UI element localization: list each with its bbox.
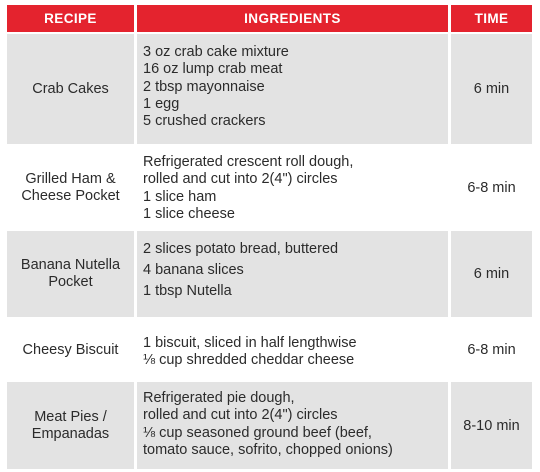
ingredient-line: 5 crushed crackers: [143, 113, 266, 130]
ingredient-line: rolled and cut into 2(4") circles: [143, 407, 338, 424]
ingredient-line: 2 slices potato bread, buttered: [143, 241, 339, 257]
recipe-name: Meat Pies / Empanadas: [7, 382, 134, 469]
recipe-name-line: Empanadas: [31, 425, 110, 442]
table-row: Crab Cakes 3 oz crab cake mixture 16 oz …: [7, 34, 532, 144]
ingredient-line: tomato sauce, sofrito, chopped onions): [143, 441, 393, 458]
recipe-name: Crab Cakes: [7, 34, 134, 144]
table-row: Cheesy Biscuit 1 biscuit, sliced in half…: [7, 319, 532, 381]
recipe-name-line: Crab Cakes: [32, 80, 109, 97]
ingredient-line: 2 tbsp mayonnaise: [143, 78, 265, 95]
ingredient-line: ⅛ cup seasoned ground beef (beef,: [143, 424, 372, 441]
header-recipe: RECIPE: [7, 5, 134, 32]
time-cell: 6 min: [451, 231, 532, 317]
table-row: Banana Nutella Pocket 2 slices potato br…: [7, 231, 532, 317]
ingredients-cell: Refrigerated pie dough, rolled and cut i…: [137, 382, 448, 469]
recipe-name-line: Meat Pies /: [34, 408, 107, 425]
ingredient-line: 1 egg: [143, 95, 180, 112]
ingredients-cell: 1 biscuit, sliced in half lengthwise ⅛ c…: [137, 319, 448, 381]
ingredient-line: ⅛ cup shredded cheddar cheese: [143, 352, 355, 369]
ingredient-line: Refrigerated pie dough,: [143, 390, 295, 406]
ingredient-line: 3 oz crab cake mixture: [143, 44, 289, 60]
ingredients-cell: Refrigerated crescent roll dough, rolled…: [137, 146, 448, 230]
recipe-name: Cheesy Biscuit: [7, 319, 134, 381]
recipe-name-line: Banana Nutella: [20, 257, 121, 273]
recipe-name-line: Cheese Pocket: [21, 188, 120, 204]
time-cell: 8-10 min: [451, 382, 532, 469]
ingredients-cell: 2 slices potato bread, buttered 4 banana…: [137, 231, 448, 317]
recipe-name: Grilled Ham & Cheese Pocket: [7, 146, 134, 230]
ingredient-line: Refrigerated crescent roll dough,: [143, 154, 354, 170]
ingredient-line: 16 oz lump crab meat: [143, 61, 283, 78]
recipe-name-line: Cheesy Biscuit: [22, 341, 119, 358]
ingredient-line: 1 slice ham: [143, 188, 217, 205]
header-time: TIME: [451, 5, 532, 32]
recipe-name: Banana Nutella Pocket: [7, 231, 134, 317]
ingredient-line: 1 tbsp Nutella: [143, 283, 232, 299]
recipe-name-line: Grilled Ham &: [25, 171, 116, 187]
time-cell: 6-8 min: [467, 180, 516, 196]
header-ingredients: INGREDIENTS: [137, 5, 448, 32]
ingredient-line: 1 biscuit, sliced in half lengthwise: [143, 335, 357, 351]
time-cell: 6-8 min: [467, 342, 516, 358]
recipe-name-line: Pocket: [48, 274, 93, 290]
ingredient-line: rolled and cut into 2(4") circles: [143, 171, 338, 188]
table-row: Grilled Ham & Cheese Pocket Refrigerated…: [7, 146, 532, 230]
time-cell: 6 min: [451, 34, 532, 144]
table-row: Meat Pies / Empanadas Refrigerated pie d…: [7, 382, 532, 469]
ingredient-line: 4 banana slices: [143, 262, 244, 278]
ingredients-cell: 3 oz crab cake mixture 16 oz lump crab m…: [137, 34, 448, 144]
ingredient-line: 1 slice cheese: [143, 205, 235, 222]
